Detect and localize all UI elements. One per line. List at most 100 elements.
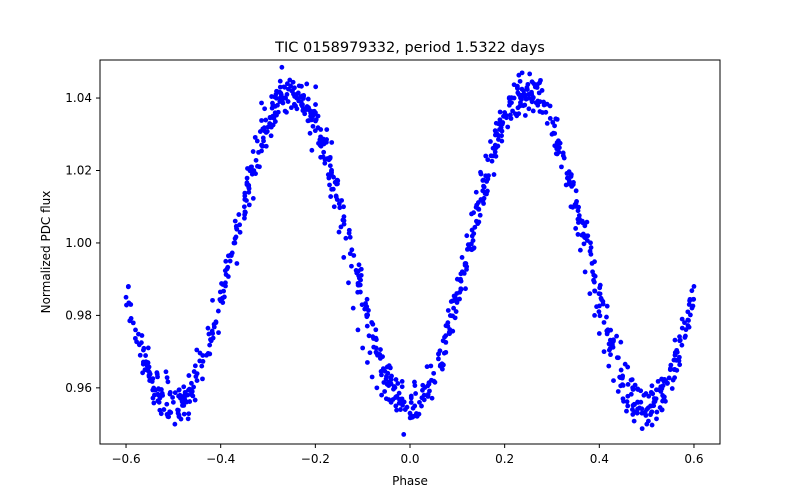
y-tick-label: 1.04 — [65, 91, 92, 105]
data-point — [436, 356, 441, 362]
data-point — [508, 116, 514, 121]
data-point — [384, 373, 389, 379]
data-point — [398, 407, 403, 412]
data-point — [259, 142, 264, 148]
y-tick-label: 1.02 — [65, 163, 92, 177]
data-point — [399, 379, 405, 384]
data-point — [498, 125, 504, 130]
data-point — [143, 353, 149, 358]
data-point — [522, 113, 528, 118]
data-point — [309, 117, 315, 123]
data-point — [181, 384, 187, 390]
data-point — [151, 385, 157, 391]
data-point — [259, 118, 264, 123]
data-point — [346, 227, 352, 233]
data-point — [596, 309, 602, 315]
data-point — [275, 109, 281, 115]
data-point — [649, 409, 654, 415]
data-point — [186, 373, 192, 378]
data-point — [615, 389, 621, 394]
data-point — [639, 426, 645, 432]
data-point — [360, 345, 366, 351]
data-point — [181, 411, 187, 417]
data-point — [530, 108, 536, 114]
data-point — [378, 347, 383, 352]
data-point — [134, 339, 140, 345]
data-point — [250, 149, 256, 154]
data-point — [506, 102, 512, 108]
data-point — [154, 371, 160, 377]
data-point — [529, 99, 535, 105]
data-point — [611, 378, 616, 383]
data-point — [234, 261, 240, 266]
data-point — [666, 375, 672, 381]
data-point — [654, 409, 660, 415]
data-point — [384, 364, 390, 370]
data-point — [227, 258, 233, 264]
data-point — [392, 385, 398, 390]
data-point — [599, 297, 604, 303]
data-point — [516, 92, 522, 97]
data-point — [451, 305, 456, 311]
data-point — [334, 181, 339, 187]
data-point — [388, 375, 394, 381]
data-point — [458, 278, 464, 284]
data-point — [465, 246, 470, 252]
x-tick-label: 0.4 — [590, 452, 609, 466]
data-point — [671, 357, 677, 363]
data-point — [544, 121, 550, 126]
data-point — [592, 259, 597, 265]
x-tick-label: −0.6 — [111, 452, 140, 466]
data-point — [497, 117, 503, 123]
data-point — [689, 288, 695, 294]
data-point — [242, 197, 248, 202]
data-point — [554, 116, 560, 122]
data-point — [215, 308, 221, 314]
data-point — [141, 345, 147, 351]
data-point — [329, 140, 335, 145]
data-point — [371, 344, 377, 350]
data-point — [549, 131, 555, 137]
data-point — [167, 390, 173, 395]
data-point — [241, 204, 247, 210]
data-point — [401, 432, 407, 437]
data-point — [611, 338, 616, 344]
data-point — [382, 389, 388, 394]
data-point — [515, 85, 520, 91]
data-point — [677, 362, 683, 368]
data-point — [364, 314, 370, 320]
data-point — [669, 386, 675, 391]
data-point — [222, 268, 228, 274]
data-point — [164, 401, 170, 407]
data-point — [192, 397, 198, 403]
data-point — [547, 103, 553, 109]
data-point — [492, 149, 498, 155]
data-point — [596, 331, 602, 336]
data-point — [493, 153, 499, 159]
data-point — [620, 396, 626, 402]
x-axis: −0.6 −0.4 −0.2 0.0 0.2 0.4 0.6 — [111, 444, 704, 466]
data-point — [655, 378, 661, 384]
data-point — [511, 82, 517, 88]
data-point — [341, 221, 347, 227]
data-point — [605, 329, 611, 335]
data-point — [648, 403, 654, 409]
data-point — [454, 276, 460, 282]
data-point — [614, 333, 619, 339]
data-point — [407, 415, 413, 421]
data-point — [524, 87, 530, 92]
data-point — [322, 157, 328, 163]
data-point — [257, 129, 263, 134]
data-point — [189, 380, 194, 386]
data-point — [596, 291, 602, 297]
data-point — [200, 353, 206, 358]
data-point — [399, 396, 405, 402]
data-point — [426, 381, 432, 387]
data-point — [497, 109, 503, 115]
data-point — [288, 105, 294, 111]
data-point — [260, 135, 266, 141]
data-point — [679, 316, 685, 322]
data-point — [366, 308, 371, 313]
data-point — [284, 92, 290, 97]
data-point — [346, 280, 351, 286]
